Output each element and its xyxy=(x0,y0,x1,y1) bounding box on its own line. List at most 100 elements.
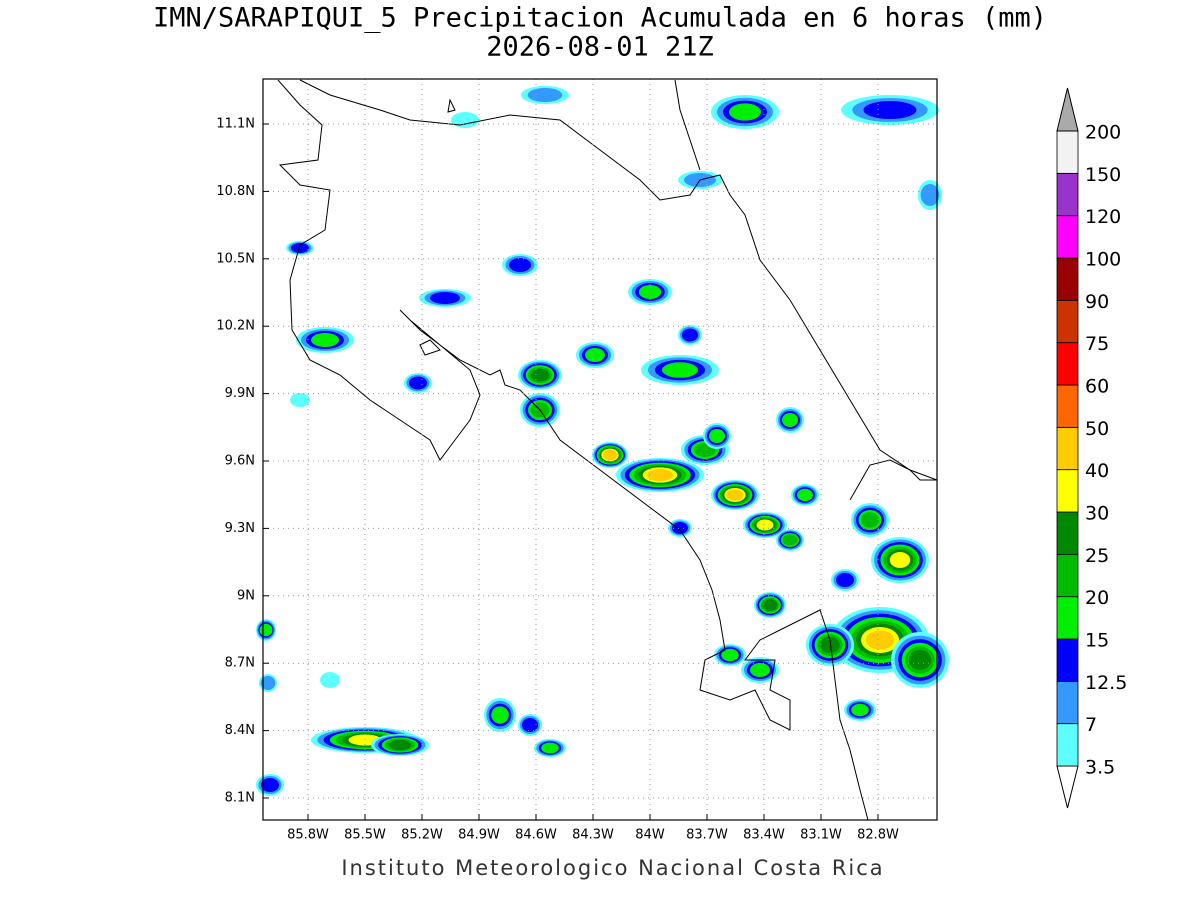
rain-contour xyxy=(491,706,509,724)
colorbar-box xyxy=(1056,723,1079,767)
lon-tick-label: 84W xyxy=(635,828,665,843)
rain-contour xyxy=(259,623,273,637)
colorbar-box xyxy=(1056,553,1079,598)
colorbar-box xyxy=(1056,130,1079,174)
rain-contour xyxy=(638,285,662,299)
lat-tick-label: 8.4N xyxy=(225,723,255,738)
colorbar-box xyxy=(1056,257,1079,301)
rain-contour xyxy=(797,488,813,502)
colorbar-box xyxy=(1056,596,1079,640)
colorbar-box xyxy=(1056,342,1079,386)
colorbar-box xyxy=(1056,680,1079,725)
colorbar-label: 7 xyxy=(1085,714,1097,736)
rain-contour xyxy=(522,718,538,732)
rain-contour xyxy=(527,88,563,102)
rain-contour xyxy=(820,636,840,654)
colorbar-label: 150 xyxy=(1085,164,1121,186)
rain-contour xyxy=(409,376,427,390)
lon-tick-label: 85.8W xyxy=(287,828,329,843)
rain-contour xyxy=(709,429,725,443)
lon-tick-label: 83.7W xyxy=(686,828,728,843)
lon-tick-label: 85.5W xyxy=(344,828,386,843)
lon-tick-label: 84.6W xyxy=(515,828,557,843)
colorbar-label: 15 xyxy=(1085,630,1109,652)
colorbar-box xyxy=(1056,469,1079,513)
rain-contour xyxy=(750,663,770,677)
colorbar-label: 60 xyxy=(1085,376,1109,398)
lon-tick-label: 84.9W xyxy=(458,828,500,843)
lat-tick-label: 9.3N xyxy=(225,521,255,536)
lat-tick-label: 10.5N xyxy=(216,251,255,266)
colorbar-label: 50 xyxy=(1085,418,1109,440)
colorbar-low-triangle xyxy=(1056,765,1079,809)
rain-contour xyxy=(920,184,940,206)
rain-contour xyxy=(861,512,879,528)
rain-contour xyxy=(291,243,309,253)
rain-contour xyxy=(908,649,932,671)
lat-tick-label: 9N xyxy=(237,588,255,603)
rain-contour xyxy=(585,348,605,362)
coastline xyxy=(277,79,938,821)
lat-tick-label: 8.1N xyxy=(225,791,255,806)
rain-contour xyxy=(320,672,340,688)
colorbar-label: 100 xyxy=(1085,249,1121,271)
colorbar-label: 25 xyxy=(1085,545,1109,567)
rain-contour xyxy=(682,328,698,342)
rain-contour xyxy=(311,333,339,347)
rain-contour xyxy=(851,703,869,717)
rain-contour xyxy=(756,519,774,531)
colorbar-label: 3.5 xyxy=(1085,757,1115,779)
colorbar-box xyxy=(1056,172,1079,217)
rain-contour xyxy=(782,534,798,546)
rain-contour xyxy=(602,449,618,461)
rain-contour xyxy=(647,468,673,482)
lat-tick-label: 9.6N xyxy=(225,454,255,469)
rain-contour xyxy=(430,292,460,304)
colorbar-label: 200 xyxy=(1085,122,1121,144)
colorbar-box xyxy=(1056,215,1079,259)
rain-contour xyxy=(530,368,550,382)
colorbar-box xyxy=(1056,384,1079,428)
lat-tick-label: 9.9N xyxy=(225,386,255,401)
rain-contour xyxy=(726,489,744,501)
colorbar-high-triangle xyxy=(1056,87,1079,132)
rain-contour xyxy=(662,362,698,378)
title: IMN/SARAPIQUI_5 Precipitacion Acumulada … xyxy=(153,3,1047,34)
colorbar-label: 120 xyxy=(1085,206,1121,228)
colorbar-label: 90 xyxy=(1085,291,1109,313)
rain-contour xyxy=(762,599,778,611)
lon-tick-label: 83.4W xyxy=(743,828,785,843)
rain-contour xyxy=(721,648,739,662)
rain-contour xyxy=(541,742,559,754)
lat-tick-label: 11.1N xyxy=(216,117,255,132)
lat-tick-label: 8.7N xyxy=(225,656,255,671)
lat-tick-label: 10.2N xyxy=(216,319,255,334)
rain-contour xyxy=(388,739,412,751)
lat-tick-label: 10.8N xyxy=(216,184,255,199)
colorbar-box xyxy=(1056,299,1079,344)
colorbar-label: 12.5 xyxy=(1085,672,1127,694)
lon-tick-label: 85.2W xyxy=(401,828,443,843)
colorbar-label: 40 xyxy=(1085,460,1109,482)
colorbar-box xyxy=(1056,511,1079,555)
colorbar-label: 20 xyxy=(1085,587,1109,609)
graticule: 85.8W 85.5W 85.2W 84.9W 84.6W 84.3W 84W 83.7W 83… xyxy=(216,79,937,843)
rain-contour xyxy=(729,103,761,121)
rain-contour xyxy=(889,552,911,568)
precipitation-field xyxy=(256,86,949,796)
rain-contour xyxy=(451,112,479,128)
rain-contour xyxy=(672,522,688,534)
colorbar-label: 30 xyxy=(1085,503,1109,525)
rain-contour xyxy=(863,101,917,119)
rain-contour xyxy=(261,778,279,792)
lon-tick-label: 83.1W xyxy=(800,828,842,843)
footer: Instituto Meteorologico Nacional Costa R… xyxy=(341,856,884,880)
colorbar-box xyxy=(1056,638,1079,682)
rain-contour xyxy=(290,393,310,407)
colorbar-label: 75 xyxy=(1085,333,1109,355)
lon-tick-label: 82.8W xyxy=(857,828,899,843)
colorbar-box xyxy=(1056,426,1079,471)
rain-contour xyxy=(260,676,276,690)
map-frame xyxy=(262,78,938,821)
